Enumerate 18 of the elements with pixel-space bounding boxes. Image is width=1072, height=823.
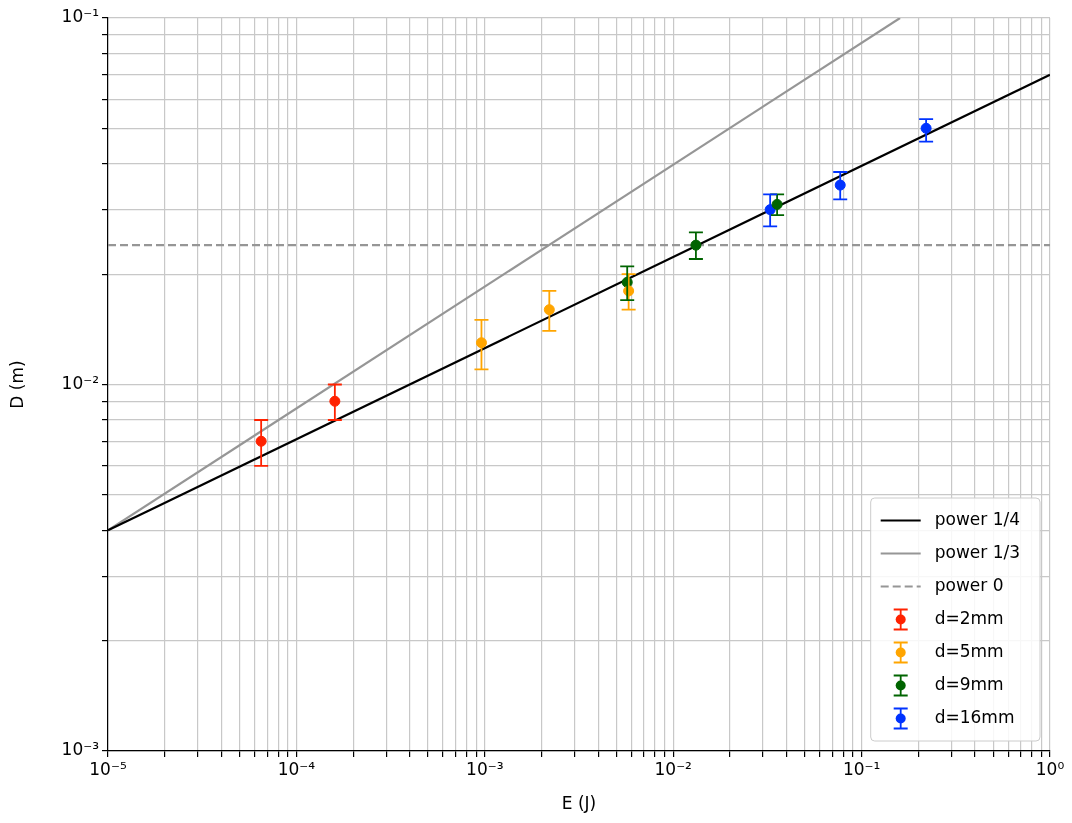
legend-label: power 1/4 <box>934 508 1021 529</box>
y-axis-title: D (m) <box>6 360 27 409</box>
y-tick-label: 10⁻¹ <box>61 6 99 27</box>
legend-label: d=2mm <box>934 607 1004 628</box>
x-tick-label: 10⁻¹ <box>842 758 881 779</box>
legend-label: d=5mm <box>934 640 1004 661</box>
x-tick-label: 10⁻⁴ <box>277 758 316 779</box>
x-tick-label: 10⁻³ <box>466 758 504 779</box>
x-tick-label: 10⁰ <box>1035 758 1065 779</box>
y-tick-label: 10⁻² <box>61 372 99 393</box>
y-tick-label: 10⁻³ <box>61 739 99 760</box>
x-tick-label: 10⁻² <box>654 758 692 779</box>
legend-label: d=16mm <box>934 706 1015 727</box>
legend-label: power 0 <box>934 574 1004 595</box>
x-axis-title: E (J) <box>561 793 597 814</box>
legend-label: d=9mm <box>934 673 1004 694</box>
x-tick-label: 10⁻⁵ <box>89 758 127 779</box>
legend-label: power 1/3 <box>934 541 1021 562</box>
